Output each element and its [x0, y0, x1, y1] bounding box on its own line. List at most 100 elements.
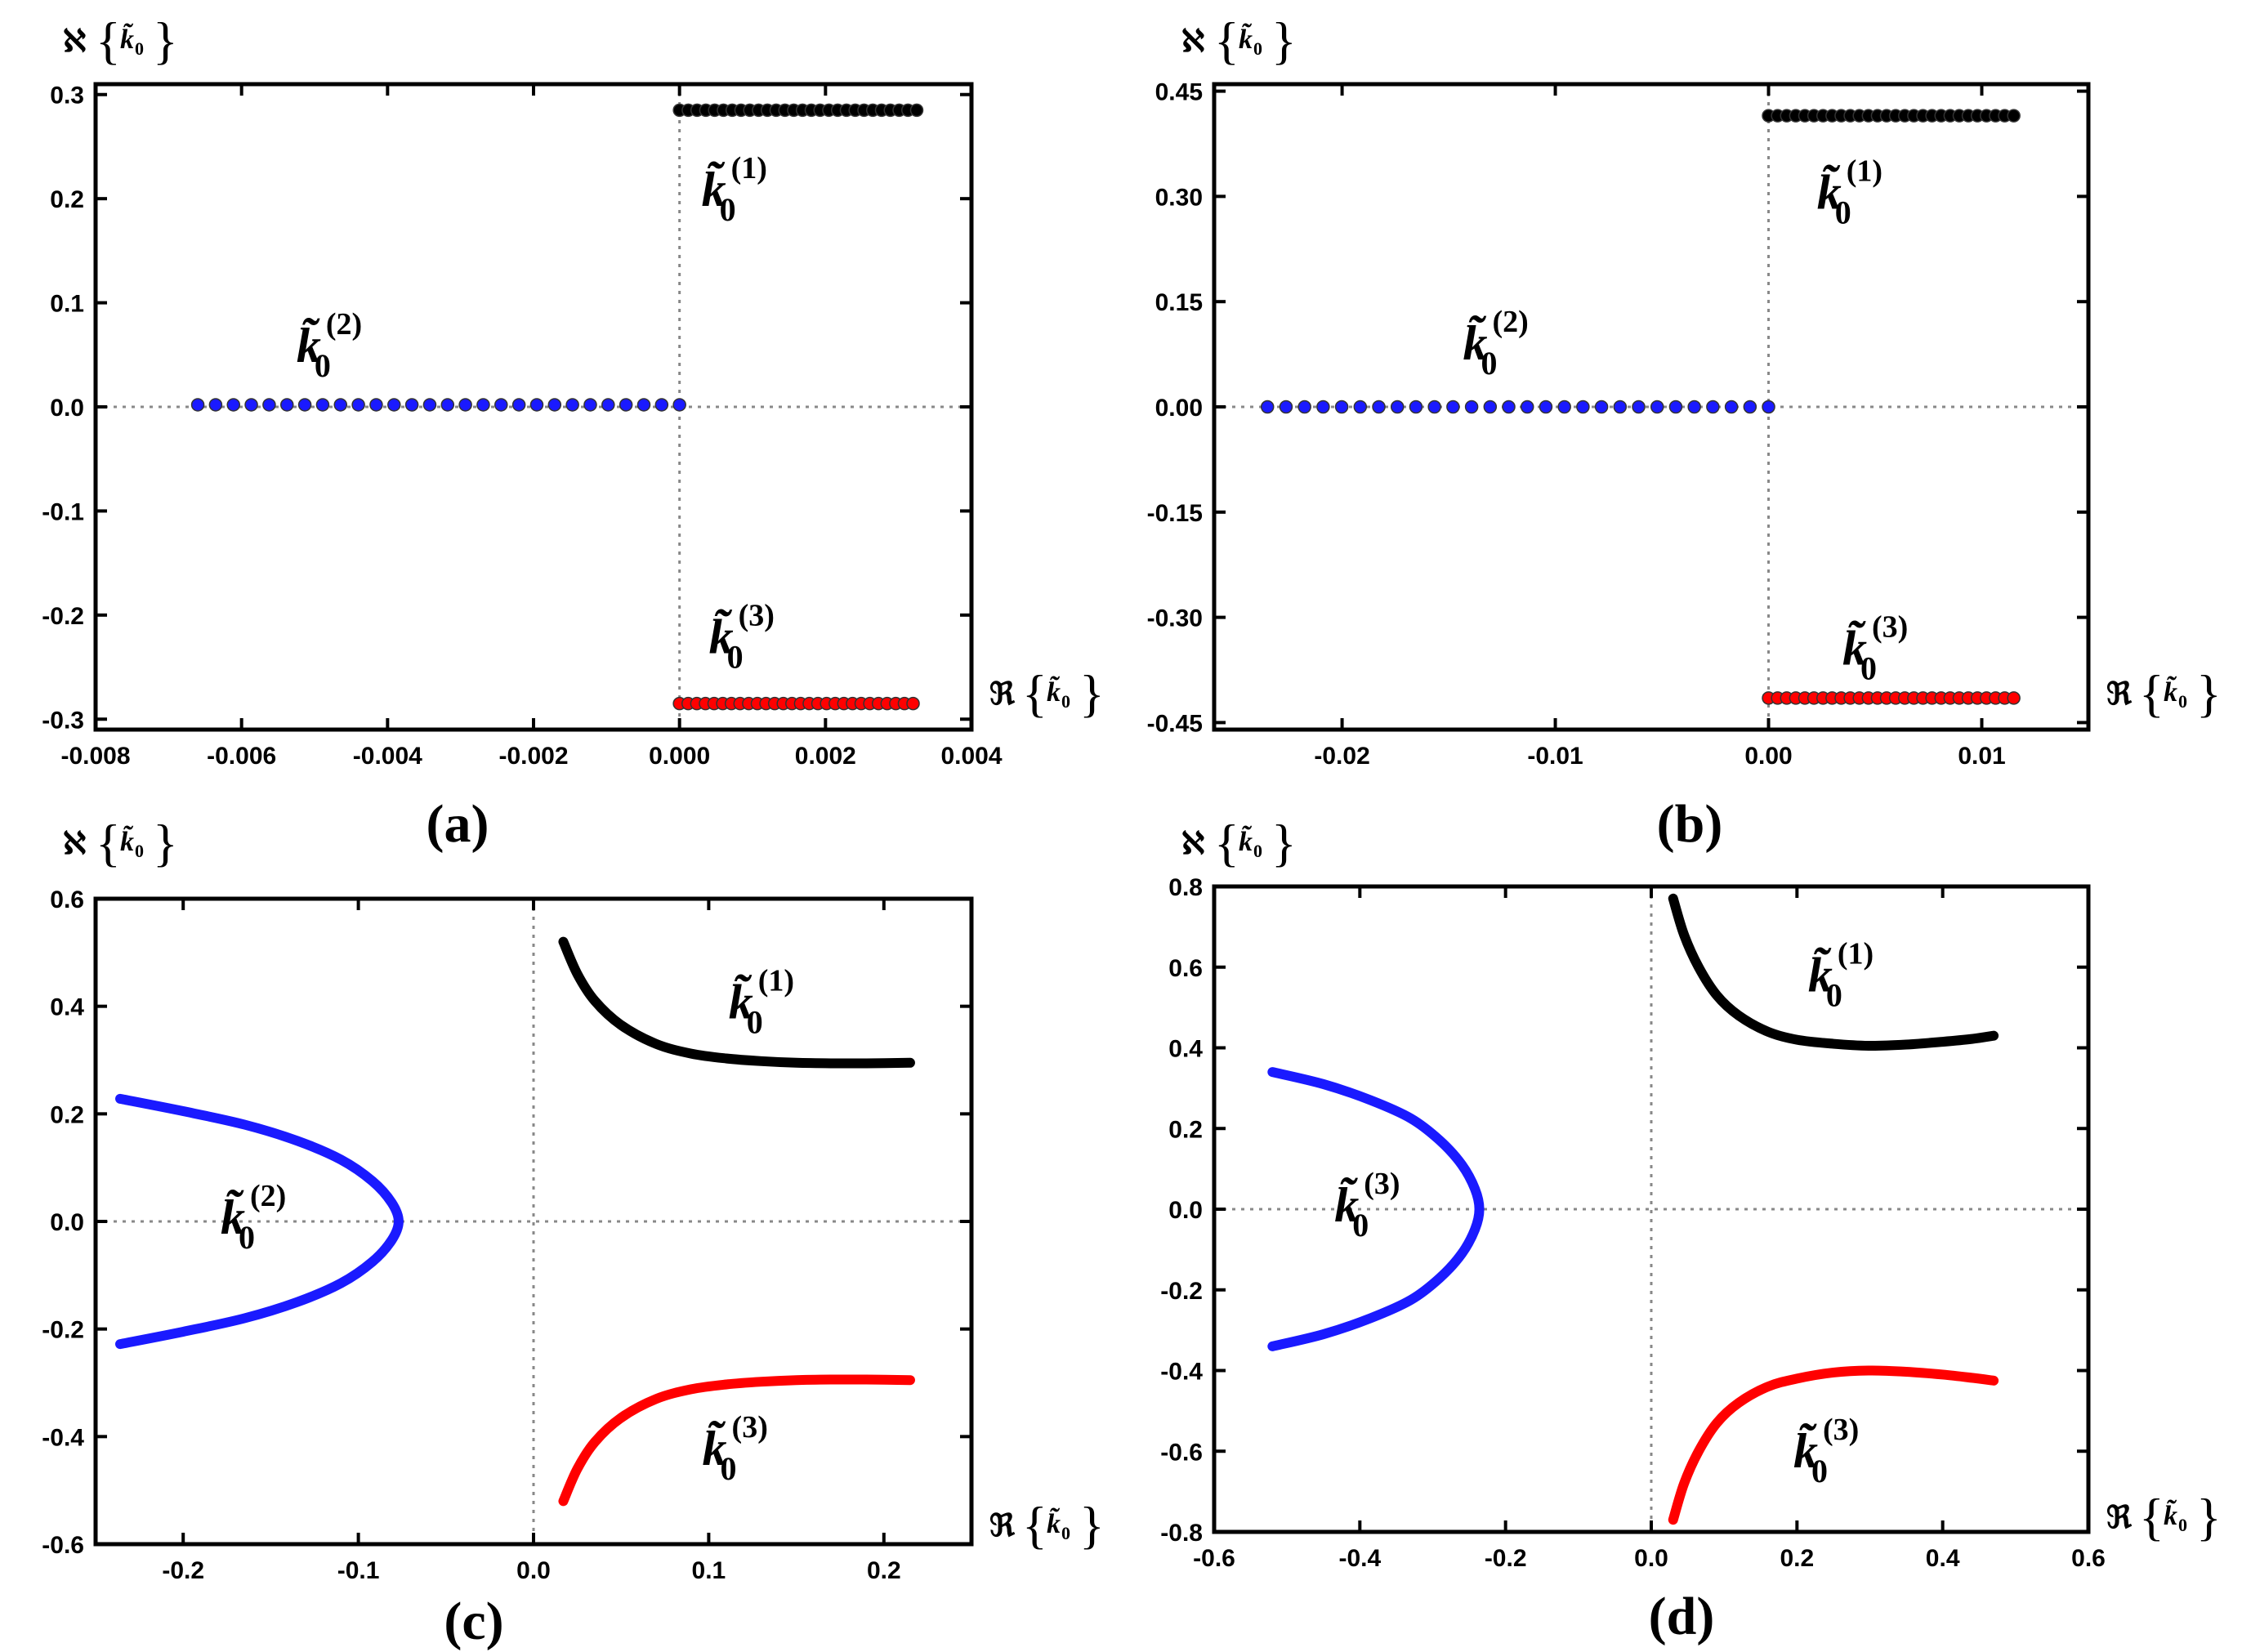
svg-text:ℵ: ℵ — [1181, 22, 1204, 59]
series-label-1: k̃0(1) — [729, 964, 794, 1041]
series-label-2: k̃0(2) — [297, 307, 362, 384]
y-tick-label: -0.2 — [42, 603, 84, 630]
series-1 — [558, 936, 915, 1069]
data-point — [1446, 400, 1460, 414]
data-point — [1594, 400, 1609, 414]
data-point — [315, 398, 330, 412]
series-label-2: k̃0(2) — [221, 1179, 286, 1256]
data-point — [333, 398, 348, 412]
data-point — [1390, 400, 1405, 414]
x-tick-label: -0.002 — [498, 743, 568, 770]
data-point — [476, 398, 490, 412]
svg-text:ℜ: ℜ — [2106, 1498, 2133, 1535]
data-point — [1724, 400, 1739, 414]
x-tick-label: 0.0 — [1634, 1545, 1668, 1572]
data-point — [2007, 109, 2021, 123]
series-label-3: k̃0(3) — [1793, 1413, 1859, 1489]
data-point — [654, 398, 669, 412]
svg-text:k̃: k̃ — [1047, 1508, 1061, 1539]
data-point — [529, 398, 544, 412]
svg-text:{: { — [1214, 11, 1239, 69]
svg-text:0: 0 — [1253, 841, 1262, 861]
svg-text:{: { — [96, 11, 121, 69]
x-tick-label: 0.000 — [649, 743, 710, 770]
data-point — [565, 398, 579, 412]
data-point — [2007, 691, 2021, 705]
x-axis-title: ℜ{k̃ 0} — [2106, 664, 2222, 722]
series-2 — [190, 398, 686, 412]
data-point — [1297, 400, 1311, 414]
data-point — [1502, 400, 1516, 414]
data-point — [1650, 400, 1664, 414]
x-tick-label: -0.2 — [162, 1557, 204, 1584]
y-axis-title: ℵ {k̃ 0} — [63, 11, 178, 69]
y-tick-label: 0.3 — [50, 83, 84, 109]
data-point — [1279, 400, 1293, 414]
y-tick-label: -0.6 — [1160, 1439, 1203, 1466]
data-point — [1762, 400, 1775, 414]
series-2 — [1267, 1067, 1485, 1351]
y-tick-label: 0.1 — [50, 291, 84, 318]
svg-text:}: } — [153, 814, 178, 872]
y-tick-label: -0.4 — [1160, 1359, 1203, 1386]
x-tick-label: -0.1 — [337, 1557, 380, 1584]
x-tick-label: 0.6 — [2071, 1545, 2106, 1572]
y-tick-label: -0.4 — [42, 1424, 84, 1451]
y-tick-label: -0.30 — [1147, 605, 1203, 632]
series-curve — [558, 936, 915, 1069]
y-tick-label: 0.0 — [50, 395, 84, 422]
y-tick-label: -0.45 — [1147, 710, 1203, 737]
x-axis-title: ℜ{k̃ 0} — [2106, 1488, 2222, 1546]
data-point — [1706, 400, 1720, 414]
svg-text:k̃: k̃ — [1239, 826, 1253, 857]
data-point — [619, 398, 633, 412]
y-tick-label: 0.8 — [1168, 874, 1203, 901]
data-point — [226, 398, 240, 412]
series-label-1: k̃0(1) — [1808, 937, 1874, 1014]
x-tick-label: 0.2 — [867, 1557, 901, 1584]
x-tick-label: -0.02 — [1314, 743, 1369, 770]
svg-text:{: { — [2139, 1488, 2164, 1546]
svg-text:ℜ: ℜ — [989, 675, 1016, 712]
panel-a: -0.008 -0.006 -0.004 -0.002 0.000 0.002 0.0040… — [42, 11, 1104, 854]
series-curve — [115, 1093, 404, 1350]
panel-label: (d) — [1649, 1587, 1715, 1646]
svg-text:0: 0 — [1061, 1523, 1070, 1543]
data-point — [1743, 400, 1757, 414]
y-tick-label: -0.8 — [1160, 1520, 1203, 1547]
series-1 — [1762, 109, 2021, 123]
x-axis-title: ℜ{k̃ 0} — [989, 1496, 1105, 1554]
series-1 — [672, 103, 924, 118]
svg-text:}: } — [1271, 814, 1297, 872]
svg-text:{: { — [2139, 664, 2164, 722]
data-point — [280, 398, 294, 412]
x-tick-label: 0.00 — [1744, 743, 1792, 770]
series-label-1: k̃0(1) — [702, 151, 767, 228]
data-point — [387, 398, 401, 412]
y-tick-label: 0.4 — [1168, 1036, 1203, 1063]
svg-text:k̃: k̃ — [2164, 1500, 2177, 1531]
series-label-3: k̃0(3) — [703, 1410, 768, 1487]
y-axis-title: ℵ {k̃ 0} — [1181, 814, 1297, 872]
data-point — [909, 103, 924, 118]
data-point — [1557, 400, 1571, 414]
svg-text:{: { — [96, 814, 121, 872]
series-3 — [1762, 691, 2021, 705]
data-point — [297, 398, 312, 412]
x-axis-title: ℜ{k̃ 0} — [989, 664, 1105, 722]
series-label-3: k̃0(3) — [1842, 610, 1908, 687]
data-point — [1576, 400, 1590, 414]
data-point — [404, 398, 419, 412]
svg-text:ℵ: ℵ — [63, 824, 86, 861]
series-label-1: k̃0(1) — [1817, 154, 1882, 230]
svg-text:0: 0 — [2178, 691, 2187, 712]
data-point — [1260, 400, 1275, 414]
x-tick-label: 0.0 — [516, 1557, 551, 1584]
y-tick-label: 0.4 — [50, 994, 84, 1021]
y-tick-label: -0.2 — [42, 1317, 84, 1344]
x-tick-label: -0.01 — [1527, 743, 1583, 770]
y-tick-label: 0.00 — [1155, 395, 1203, 422]
y-tick-label: -0.1 — [42, 498, 84, 525]
x-tick-label: -0.2 — [1485, 1545, 1527, 1572]
